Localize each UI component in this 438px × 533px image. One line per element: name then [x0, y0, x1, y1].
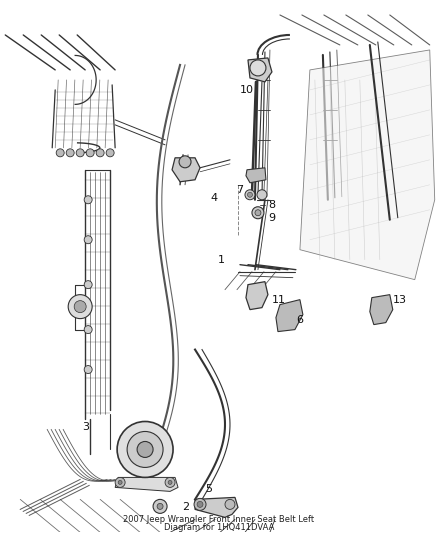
Text: 6: 6: [296, 314, 303, 325]
Circle shape: [66, 149, 74, 157]
Circle shape: [137, 441, 153, 457]
Polygon shape: [115, 478, 178, 491]
Circle shape: [76, 149, 84, 157]
Circle shape: [252, 207, 264, 219]
Circle shape: [165, 478, 175, 487]
Circle shape: [117, 422, 173, 478]
Circle shape: [84, 196, 92, 204]
Text: 10: 10: [240, 85, 254, 95]
Circle shape: [225, 499, 235, 510]
Text: 8: 8: [268, 200, 275, 210]
Circle shape: [84, 366, 92, 374]
Circle shape: [245, 190, 255, 200]
Circle shape: [118, 480, 122, 484]
Polygon shape: [172, 158, 200, 182]
Text: 7: 7: [236, 185, 243, 195]
Text: 9: 9: [268, 213, 275, 223]
Text: 1: 1: [218, 255, 225, 265]
Circle shape: [86, 149, 94, 157]
Circle shape: [127, 432, 163, 467]
Polygon shape: [248, 58, 272, 82]
Text: 2: 2: [182, 503, 189, 512]
Text: 3: 3: [82, 423, 89, 432]
Text: 11: 11: [272, 295, 286, 305]
Circle shape: [197, 502, 203, 507]
Circle shape: [168, 480, 172, 484]
Polygon shape: [195, 497, 238, 518]
Polygon shape: [276, 300, 303, 332]
Circle shape: [247, 192, 252, 197]
Circle shape: [68, 295, 92, 319]
Polygon shape: [300, 50, 435, 280]
Circle shape: [74, 301, 86, 313]
Circle shape: [56, 149, 64, 157]
Polygon shape: [246, 168, 266, 183]
Circle shape: [84, 236, 92, 244]
Circle shape: [84, 326, 92, 334]
Text: 2007 Jeep Wrangler Front Inner Seat Belt Left: 2007 Jeep Wrangler Front Inner Seat Belt…: [124, 515, 314, 524]
Polygon shape: [246, 281, 268, 310]
Circle shape: [84, 281, 92, 289]
Text: 4: 4: [210, 193, 217, 203]
Circle shape: [115, 478, 125, 487]
Circle shape: [157, 503, 163, 510]
Circle shape: [153, 499, 167, 513]
Circle shape: [106, 149, 114, 157]
Circle shape: [255, 210, 261, 216]
Circle shape: [257, 190, 267, 200]
Circle shape: [250, 60, 266, 76]
Text: 13: 13: [393, 295, 407, 305]
Text: Diagram for 1HQ411DVAA: Diagram for 1HQ411DVAA: [164, 523, 274, 532]
Polygon shape: [370, 295, 393, 325]
Circle shape: [194, 498, 206, 511]
Circle shape: [96, 149, 104, 157]
Circle shape: [179, 156, 191, 168]
Text: 5: 5: [205, 484, 212, 495]
